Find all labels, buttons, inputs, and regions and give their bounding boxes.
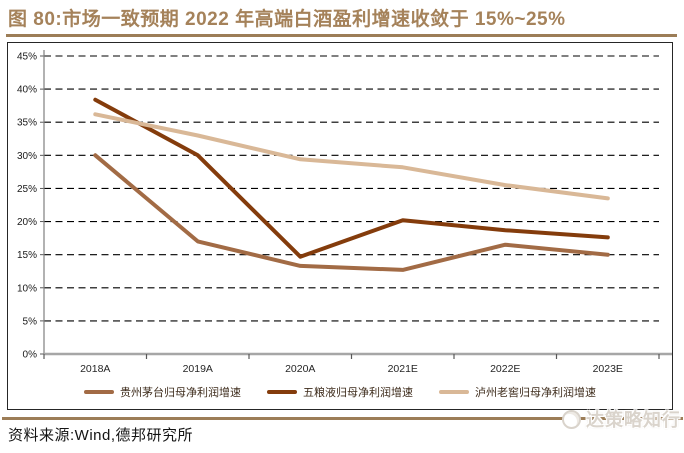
svg-text:30%: 30%: [17, 151, 37, 162]
chart-legend: 贵州茅台归母净利润增速 五粮液归母净利润增速 泸州老窖归母净利润增速: [8, 384, 672, 400]
svg-text:45%: 45%: [17, 52, 37, 63]
watermark-text: 达策略知行: [586, 410, 681, 430]
svg-text:2018A: 2018A: [80, 363, 110, 375]
svg-text:35%: 35%: [17, 118, 37, 129]
title-divider-rule: [6, 34, 677, 37]
svg-text:10%: 10%: [17, 283, 37, 294]
legend-label: 泸州老窖归母净利润增速: [475, 387, 596, 399]
legend-item: 贵州茅台归母净利润增速: [84, 384, 241, 400]
svg-text:20%: 20%: [17, 217, 37, 228]
line-chart: 0% 5% 10% 15% 20% 25% 30% 35% 40% 45% 2018A 2019A 20…: [17, 50, 672, 375]
svg-text:25%: 25%: [17, 184, 37, 195]
legend-label: 五粮液归母净利润增速: [303, 387, 413, 399]
source-note: 资料来源:Wind,德邦研究所: [8, 427, 194, 444]
svg-text:5%: 5%: [23, 316, 38, 327]
legend-marker-line: [267, 390, 297, 394]
chart-container: 0% 5% 10% 15% 20% 25% 30% 35% 40% 45% 2018A 2019A 20…: [7, 42, 673, 410]
svg-text:2020A: 2020A: [285, 363, 315, 375]
legend-marker-line: [84, 390, 114, 394]
svg-text:2021E: 2021E: [388, 363, 418, 375]
svg-text:15%: 15%: [17, 250, 37, 261]
legend-marker-line: [439, 390, 469, 394]
legend-item: 五粮液归母净利润增速: [267, 384, 413, 400]
svg-text:2023E: 2023E: [593, 363, 623, 375]
svg-text:40%: 40%: [17, 85, 37, 96]
figure-title: 图 80:市场一致预期 2022 年高端白酒盈利增速收敛于 15%~25%: [8, 9, 566, 30]
footer-divider-rule: [2, 417, 683, 420]
plot-area: 0% 5% 10% 15% 20% 25% 30% 35% 40% 45% 2018A 2019A 20…: [8, 43, 672, 375]
watermark: 达策略知行: [562, 406, 681, 432]
legend-label: 贵州茅台归母净利润增速: [120, 387, 241, 399]
legend-item: 泸州老窖归母净利润增速: [439, 384, 596, 400]
svg-text:2022E: 2022E: [490, 363, 520, 375]
svg-text:2019A: 2019A: [183, 363, 213, 375]
svg-text:0%: 0%: [23, 350, 38, 361]
logo-circle-icon: [562, 409, 581, 429]
